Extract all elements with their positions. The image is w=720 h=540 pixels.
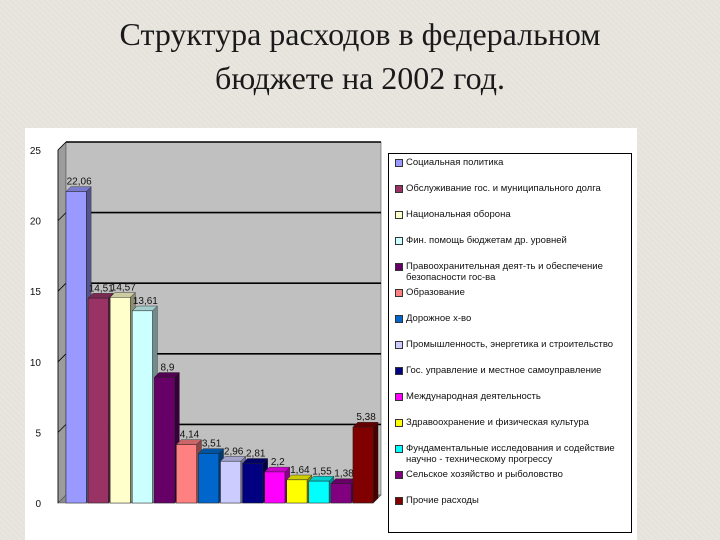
bar bbox=[286, 479, 308, 504]
bar bbox=[154, 377, 175, 504]
legend-label: Здравоохранение и физическая культура bbox=[406, 417, 589, 428]
legend-swatch bbox=[395, 445, 403, 453]
bar bbox=[87, 297, 109, 504]
data-label: 1,64 bbox=[290, 465, 310, 476]
y-tick-label: 0 bbox=[35, 499, 41, 510]
y-tick-label: 20 bbox=[30, 217, 42, 228]
legend-label: Дорожное х-во bbox=[406, 313, 472, 324]
legend-label: Национальная оборона bbox=[406, 209, 511, 220]
legend-swatch bbox=[395, 497, 403, 505]
legend-label: Сельское хозяйство и рыболовство bbox=[406, 469, 563, 480]
gridline-side bbox=[57, 353, 67, 363]
legend-label: Социальная политика bbox=[406, 157, 504, 168]
bar bbox=[330, 483, 352, 504]
gridline-side bbox=[57, 141, 67, 151]
data-label: 1,38 bbox=[334, 469, 354, 480]
bar bbox=[131, 310, 153, 504]
plot-side-wall bbox=[57, 141, 67, 504]
bar bbox=[352, 426, 374, 504]
legend-swatch bbox=[395, 471, 403, 479]
y-tick-label: 5 bbox=[35, 428, 41, 439]
data-label: 5,38 bbox=[356, 412, 376, 423]
legend-label: Прочие расходы bbox=[406, 495, 479, 506]
slide-title-line-1: Структура расходов в федеральном bbox=[119, 16, 601, 52]
legend-swatch bbox=[395, 367, 403, 375]
legend-swatch bbox=[395, 341, 403, 349]
data-label: 3,51 bbox=[202, 439, 222, 450]
legend-swatch bbox=[395, 211, 403, 219]
data-label: 2,81 bbox=[246, 449, 266, 460]
bar bbox=[308, 480, 330, 504]
legend-swatch bbox=[395, 315, 403, 323]
bar bbox=[220, 460, 242, 504]
chart-legend: Социальная политика Обслуживание гос. и м… bbox=[388, 153, 632, 533]
legend-label: Обслуживание гос. и муниципального долга bbox=[406, 183, 601, 194]
legend-swatch bbox=[395, 263, 403, 271]
legend-swatch bbox=[395, 159, 403, 167]
legend-swatch bbox=[395, 419, 403, 427]
data-label: 8,9 bbox=[160, 363, 174, 374]
gridline-side bbox=[57, 282, 67, 292]
legend-swatch bbox=[395, 393, 403, 401]
gridline-side bbox=[57, 424, 67, 433]
bar bbox=[242, 463, 264, 504]
bar bbox=[264, 471, 286, 504]
legend-swatch bbox=[395, 237, 403, 245]
legend-label: Правоохранительная деят-ть и обеспечение… bbox=[406, 261, 603, 283]
bar bbox=[109, 297, 131, 504]
data-label: 22,06 bbox=[67, 177, 92, 188]
data-label: 2,96 bbox=[224, 446, 244, 457]
bar bbox=[176, 444, 197, 504]
data-label: 14,51 bbox=[89, 283, 114, 294]
data-label: 2,2 bbox=[271, 457, 285, 468]
data-label: 14,57 bbox=[111, 282, 136, 293]
legend-label: Образование bbox=[406, 287, 465, 298]
data-label: 13,61 bbox=[133, 296, 158, 307]
legend-label: Фундаментальные исследования и содействи… bbox=[406, 443, 615, 465]
bar bbox=[198, 453, 219, 504]
y-tick-label: 25 bbox=[30, 146, 42, 157]
gridline-side bbox=[57, 212, 67, 221]
legend-label: Фин. помощь бюджетам др. уровней bbox=[406, 235, 567, 246]
slide-title: Структура расходов в федеральном бюджете… bbox=[0, 12, 720, 100]
bar-side bbox=[373, 421, 379, 504]
legend-swatch bbox=[395, 185, 403, 193]
legend-label: Промышленность, энергетика и строительст… bbox=[406, 339, 614, 350]
data-label: 4,14 bbox=[180, 430, 200, 441]
slide-title-line-2: бюджете на 2002 год. bbox=[215, 60, 505, 96]
y-tick-label: 10 bbox=[30, 358, 42, 369]
legend-label: Гос. управление и местное самоуправление bbox=[406, 365, 602, 376]
legend-swatch bbox=[395, 289, 403, 297]
bar bbox=[65, 191, 87, 504]
y-tick-label: 15 bbox=[30, 287, 42, 298]
data-label: 1,55 bbox=[312, 466, 332, 477]
legend-label: Международная деятельность bbox=[406, 391, 541, 402]
